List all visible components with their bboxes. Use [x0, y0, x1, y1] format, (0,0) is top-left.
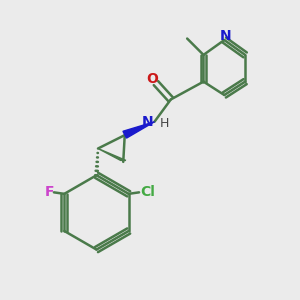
Text: F: F [45, 185, 54, 200]
Text: N: N [220, 29, 232, 44]
Text: H: H [160, 117, 170, 130]
Polygon shape [98, 148, 126, 160]
Text: O: O [146, 72, 158, 86]
Text: N: N [142, 116, 154, 129]
Text: Cl: Cl [141, 185, 155, 200]
Polygon shape [123, 122, 154, 138]
